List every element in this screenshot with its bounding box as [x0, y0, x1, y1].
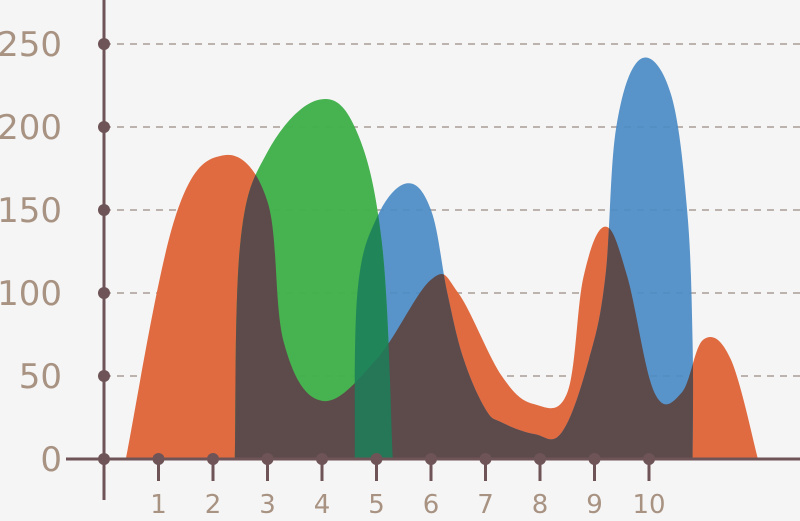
y-tick-label-200: 200 — [0, 108, 62, 148]
x-tick-marker-10 — [643, 453, 655, 465]
x-tick-label-1: 1 — [150, 490, 167, 516]
x-tick-marker-8 — [534, 453, 546, 465]
x-tick-marker-3 — [261, 453, 274, 465]
x-tick-marker-4 — [316, 453, 328, 465]
x-tick-label-3: 3 — [259, 490, 276, 516]
x-tick-label-10: 10 — [632, 490, 665, 516]
x-tick-marker-5 — [370, 453, 383, 465]
y-tick-label-150: 150 — [0, 191, 62, 231]
y-tick-label-250: 250 — [0, 25, 62, 65]
x-tick-marker-7 — [479, 453, 492, 465]
x-tick-label-9: 9 — [586, 490, 603, 516]
x-tick-label-7: 7 — [477, 490, 494, 516]
x-tick-label-2: 2 — [205, 490, 222, 516]
x-tick-label-6: 6 — [423, 490, 440, 516]
y-tick-marker-50 — [98, 370, 110, 382]
x-tick-marker-9 — [588, 453, 601, 465]
y-tick-marker-100 — [98, 287, 110, 299]
y-tick-label-50: 50 — [19, 357, 62, 397]
y-tick-label-100: 100 — [0, 274, 62, 314]
x-tick-marker-6 — [425, 453, 437, 465]
y-tick-label-0: 0 — [40, 440, 62, 480]
overlap-orange-green — [234, 154, 393, 459]
y-tick-marker-200 — [98, 121, 110, 133]
x-tick-marker-1 — [152, 453, 165, 465]
x-tick-label-5: 5 — [368, 490, 385, 516]
x-tick-label-4: 4 — [314, 490, 331, 516]
axes — [66, 0, 800, 500]
x-tick-marker-2 — [207, 453, 219, 465]
tick-labels: 0 50 100 150 200 250 1 2 3 4 5 6 7 8 9 10 — [0, 25, 666, 520]
y-tick-marker-150 — [98, 204, 110, 216]
y-tick-marker-0 — [98, 453, 110, 465]
y-tick-marker-250 — [98, 38, 110, 50]
x-tick-label-8: 8 — [532, 490, 549, 516]
